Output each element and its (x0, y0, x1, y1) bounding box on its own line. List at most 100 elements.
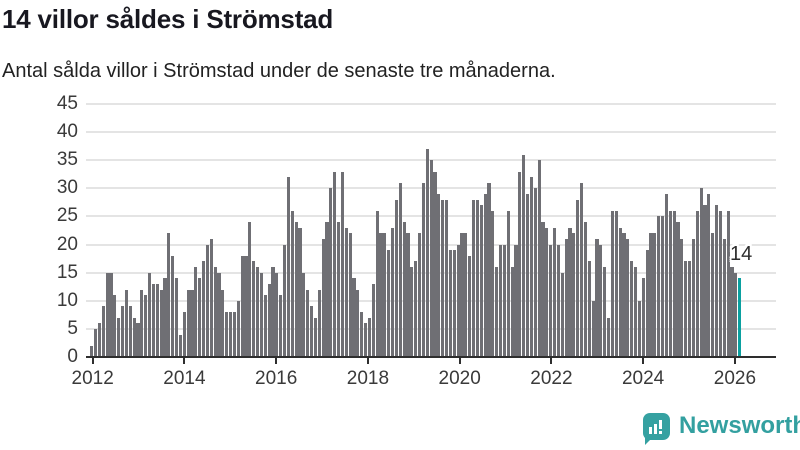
month-bar (325, 222, 329, 357)
month-bar (259, 272, 263, 357)
x-axis-line (86, 356, 776, 358)
month-bar (360, 312, 364, 357)
month-bar (437, 194, 441, 357)
month-bar (406, 233, 410, 357)
month-bar (190, 289, 194, 357)
month-bar (603, 267, 607, 357)
month-bar (506, 210, 510, 357)
month-bar (290, 210, 294, 357)
month-bar (552, 227, 557, 357)
month-bar (333, 171, 337, 357)
month-bar (97, 323, 101, 357)
y-axis-tick-label: 35 (56, 149, 78, 171)
month-bar (464, 233, 468, 357)
y-axis-tick-label: 10 (56, 289, 78, 311)
y-axis-tick-label: 45 (56, 93, 78, 114)
month-bar (637, 300, 641, 357)
month-bar (734, 272, 738, 357)
month-bar (595, 238, 599, 357)
month-bar (514, 244, 518, 357)
month-bar (398, 182, 402, 357)
month-bar (155, 283, 159, 357)
month-bar (109, 272, 113, 357)
x-axis-year-label: 2016 (255, 368, 298, 389)
month-bar (718, 210, 722, 357)
month-bar (379, 233, 383, 357)
month-bar (664, 194, 668, 357)
month-bar (175, 278, 179, 357)
month-bar (140, 289, 144, 357)
chart-subtitle: Antal sålda villor i Strömstad under de … (2, 60, 556, 82)
month-bar (178, 334, 182, 357)
month-bar (537, 160, 541, 357)
y-axis-tick-label: 40 (56, 121, 78, 143)
x-axis-year-label: 2012 (71, 368, 114, 389)
month-bar (649, 233, 653, 357)
month-bar (691, 238, 695, 357)
month-bar (630, 261, 634, 357)
month-bar (653, 233, 657, 357)
y-gridline (86, 131, 776, 134)
month-bar (676, 222, 680, 357)
month-bar (525, 194, 530, 357)
month-bar (337, 222, 341, 357)
month-bar (113, 295, 117, 357)
month-bar (564, 238, 568, 357)
month-bar (414, 261, 418, 357)
x-axis-year-label: 2024 (621, 368, 665, 389)
month-bar (294, 222, 298, 357)
month-bar (371, 283, 375, 357)
month-bar (487, 182, 491, 357)
month-bar (348, 233, 352, 357)
x-axis-tick (733, 358, 736, 364)
month-bar (144, 295, 148, 357)
month-bar (128, 306, 132, 357)
month-bar (213, 267, 217, 357)
month-bar (622, 233, 626, 357)
month-bar (356, 289, 360, 357)
month-bar (730, 267, 734, 357)
month-bar (151, 283, 155, 357)
y-axis-tick-label: 15 (56, 261, 78, 283)
month-bar (279, 295, 283, 357)
month-bar (286, 177, 290, 357)
month-bar (591, 300, 595, 357)
month-bar (105, 272, 109, 357)
month-bar (456, 244, 460, 357)
month-bar (410, 267, 414, 357)
month-bar (714, 205, 719, 357)
month-bar (364, 323, 368, 357)
x-axis-tick (91, 358, 94, 364)
month-bar (263, 295, 267, 357)
month-bar (421, 182, 425, 357)
month-bar (475, 199, 479, 357)
month-bar (302, 272, 306, 357)
month-bar (471, 199, 476, 357)
month-bar (167, 233, 171, 357)
month-bar (275, 272, 279, 357)
month-bar (448, 250, 452, 357)
month-bar (101, 306, 105, 357)
month-bar (583, 222, 587, 357)
y-axis-tick-label: 5 (67, 317, 78, 339)
month-bar (468, 255, 472, 357)
x-axis-year-label: 2014 (163, 368, 206, 389)
month-bar (202, 261, 206, 357)
month-bar (394, 199, 398, 357)
month-bar (306, 289, 310, 357)
month-bar (194, 267, 198, 357)
month-bar (533, 188, 537, 357)
newsworthy-logo: Newsworthy (643, 412, 800, 445)
month-bar (695, 210, 699, 357)
month-bar (626, 238, 630, 357)
month-bar (217, 272, 221, 357)
month-bar (267, 283, 271, 357)
month-bar (244, 255, 248, 357)
month-bar (498, 244, 503, 357)
month-bar (549, 244, 553, 357)
month-bar (726, 210, 730, 357)
month-bar (310, 306, 314, 357)
month-bar (298, 227, 302, 357)
x-axis-year-label: 2022 (530, 368, 573, 389)
